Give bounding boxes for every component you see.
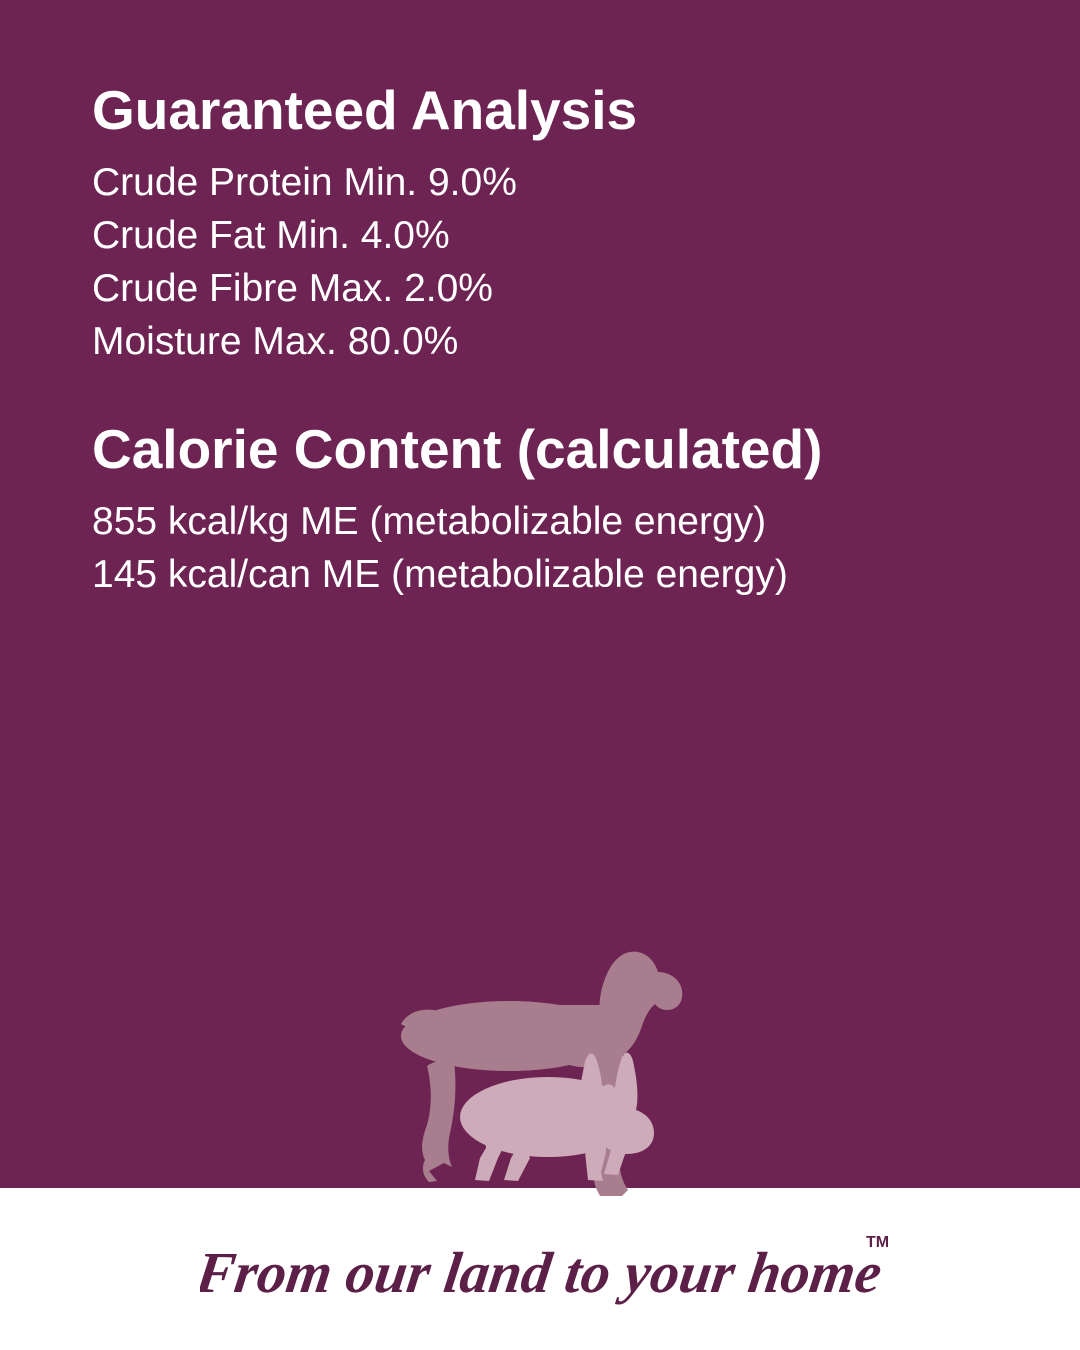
svg-text:From our land to your home: From our land to your home	[200, 1240, 886, 1305]
